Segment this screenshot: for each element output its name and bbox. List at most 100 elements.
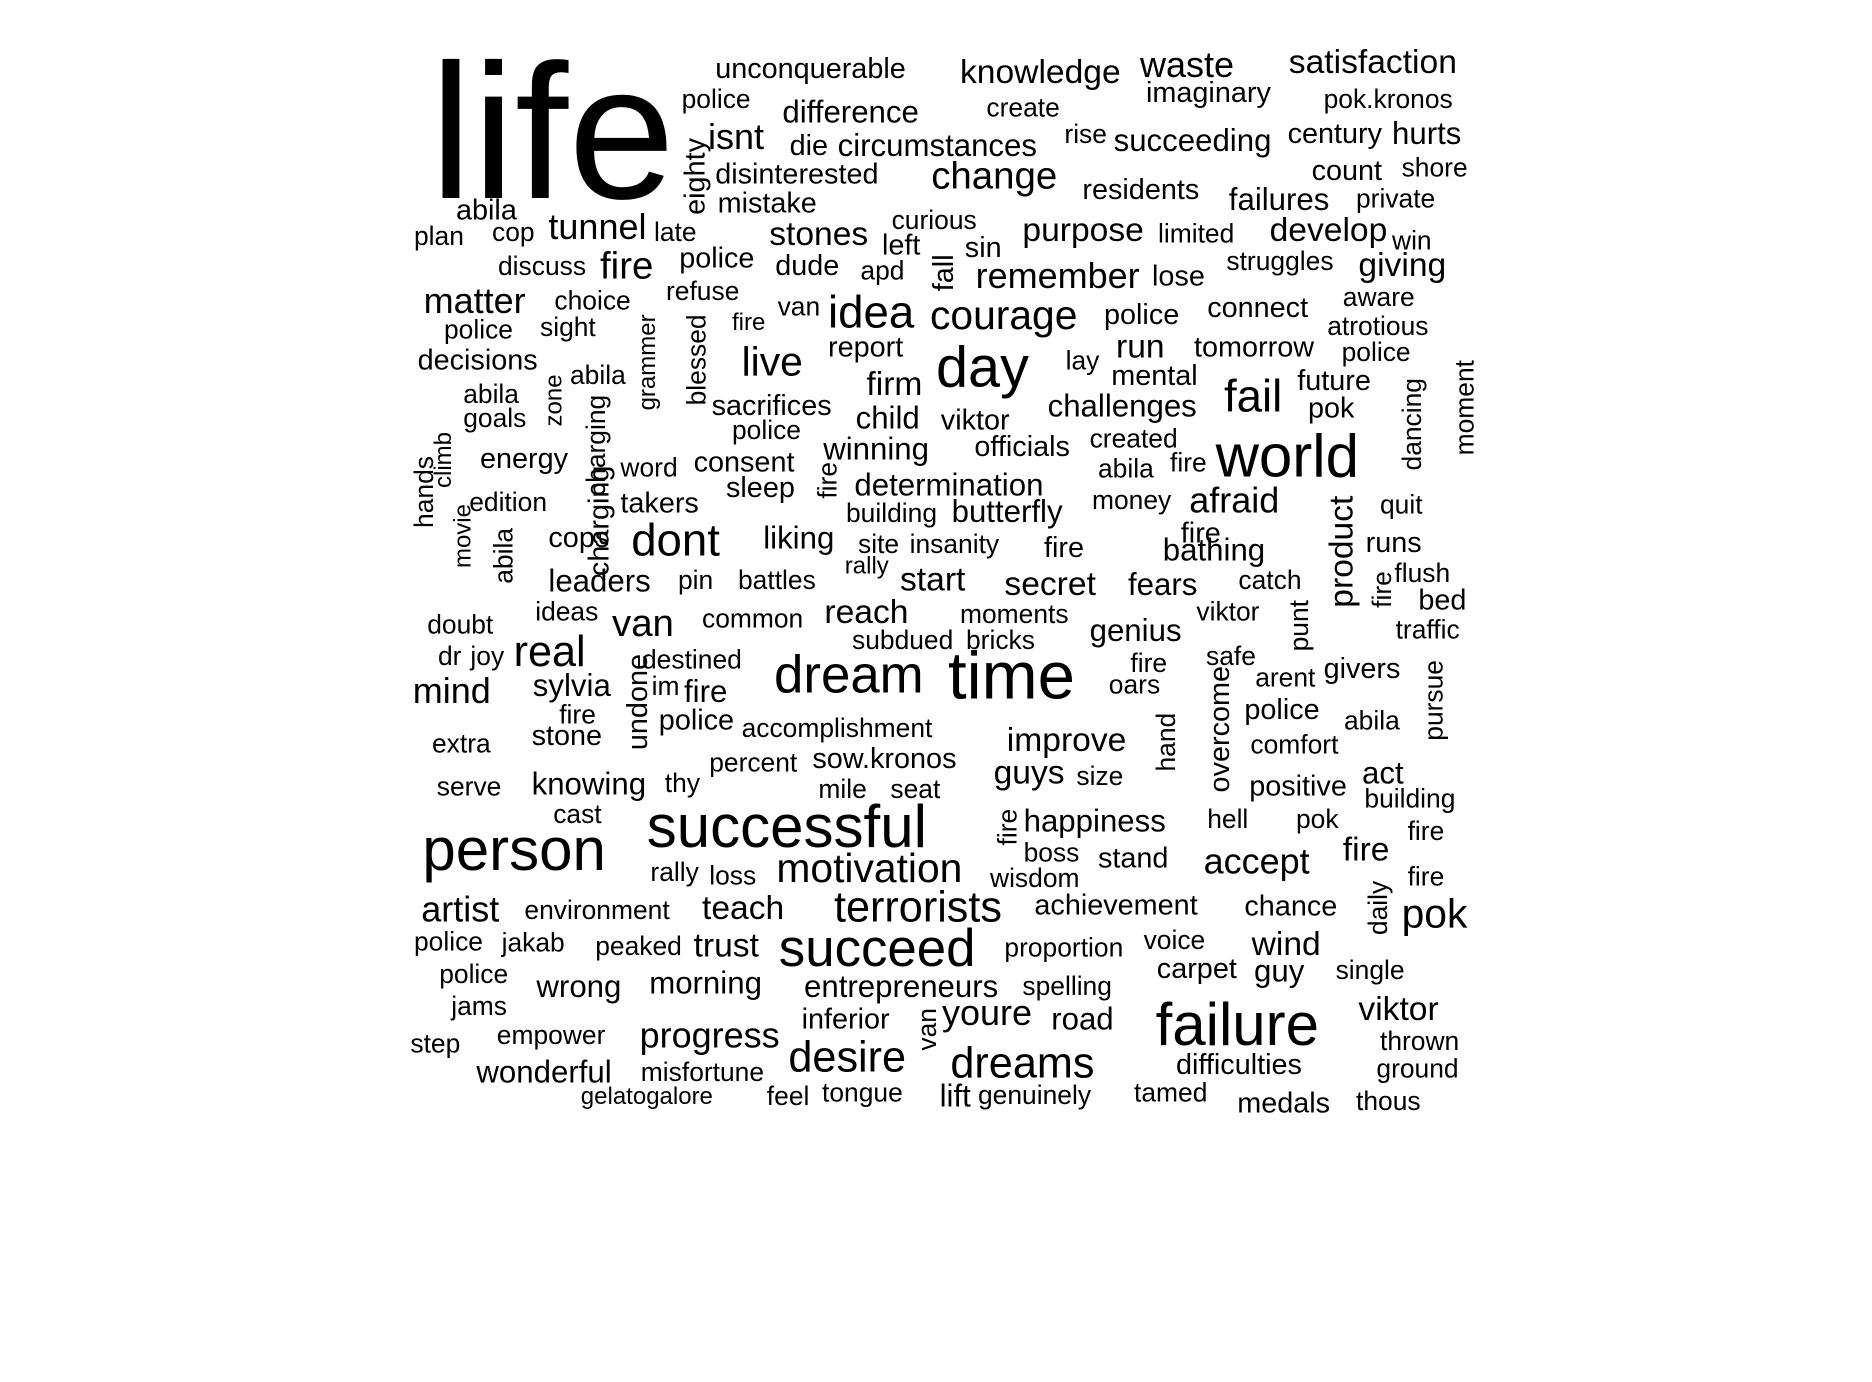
word-overcome: overcome bbox=[1203, 666, 1236, 793]
word-dancing: dancing bbox=[1396, 378, 1427, 471]
word-secret: secret bbox=[1004, 565, 1096, 603]
word-punt: punt bbox=[1284, 600, 1314, 652]
word-money: money bbox=[1092, 484, 1172, 515]
word-succeeding: succeeding bbox=[1113, 122, 1272, 159]
word-zone: zone bbox=[541, 374, 568, 427]
word-thous: thous bbox=[1356, 1086, 1421, 1116]
word-police: police bbox=[732, 415, 801, 446]
word-courage: courage bbox=[930, 292, 1078, 339]
word-police: police bbox=[658, 704, 735, 737]
word-tongue: tongue bbox=[822, 1077, 903, 1108]
word-stone: stone bbox=[531, 720, 603, 753]
word-limited: limited bbox=[1158, 218, 1235, 249]
word-fire: fire bbox=[812, 462, 843, 499]
word-develop: develop bbox=[1269, 211, 1388, 249]
word-fire: fire bbox=[1044, 531, 1085, 564]
word-day: day bbox=[936, 336, 1029, 400]
word-word: word bbox=[620, 452, 678, 483]
word-residents: residents bbox=[1082, 174, 1200, 207]
word-road: road bbox=[1051, 1000, 1114, 1037]
word-accept: accept bbox=[1203, 842, 1310, 883]
word-doubt: doubt bbox=[427, 609, 494, 640]
word-sow-kronos: sow.kronos bbox=[812, 742, 957, 776]
word-fire: fire bbox=[1407, 816, 1445, 847]
word-afraid: afraid bbox=[1189, 481, 1280, 521]
word-start: start bbox=[900, 560, 966, 598]
word-dr: dr bbox=[438, 640, 462, 671]
word-fears: fears bbox=[1128, 566, 1198, 603]
word-dreams: dreams bbox=[950, 1038, 1095, 1088]
word-pin: pin bbox=[678, 565, 714, 596]
word-fire: fire bbox=[1407, 861, 1445, 892]
word-cast: cast bbox=[553, 799, 602, 830]
word-medals: medals bbox=[1237, 1087, 1331, 1120]
word-struggles: struggles bbox=[1226, 246, 1334, 276]
word-viktor: viktor bbox=[1358, 990, 1439, 1028]
word-choice: choice bbox=[554, 285, 631, 316]
word-police: police bbox=[439, 958, 509, 989]
word-isnt: isnt bbox=[708, 117, 765, 158]
word-ideas: ideas bbox=[535, 596, 599, 627]
word-die: die bbox=[789, 129, 829, 162]
word-misfortune: misfortune bbox=[640, 1057, 765, 1088]
word-arent: arent bbox=[1255, 662, 1316, 693]
word-fire: fire bbox=[1180, 517, 1221, 550]
word-loss: loss bbox=[709, 860, 757, 891]
word-remember: remember bbox=[975, 256, 1140, 297]
word-lift: lift bbox=[939, 1077, 971, 1114]
word-police: police bbox=[1341, 337, 1411, 368]
word-curious: curious bbox=[891, 205, 977, 236]
word-pursue: pursue bbox=[1418, 660, 1449, 741]
word-chance: chance bbox=[1244, 890, 1338, 923]
word-energy: energy bbox=[480, 442, 569, 476]
word-dude: dude bbox=[775, 249, 840, 282]
word-live: live bbox=[741, 339, 803, 386]
word-blessed: blessed bbox=[681, 314, 712, 406]
word-hands: hands bbox=[409, 456, 440, 528]
word-genius: genius bbox=[1089, 612, 1182, 648]
word-fire: fire bbox=[1342, 830, 1390, 868]
word-disinterested: disinterested bbox=[715, 158, 879, 191]
word-youre: youre bbox=[942, 993, 1033, 1034]
word-im: im bbox=[651, 670, 680, 701]
word-discuss: discuss bbox=[498, 250, 587, 281]
word-proportion: proportion bbox=[1004, 932, 1124, 963]
word-artist: artist bbox=[421, 890, 500, 931]
word-fire: fire bbox=[1170, 447, 1207, 478]
word-abila: abila bbox=[456, 194, 517, 227]
word-hand: hand bbox=[1150, 712, 1181, 772]
word-insanity: insanity bbox=[909, 529, 1000, 560]
word-dont: dont bbox=[631, 516, 720, 567]
word-extra: extra bbox=[432, 728, 491, 759]
word-moment: moment bbox=[1449, 360, 1480, 456]
word-teach: teach bbox=[702, 889, 785, 927]
word-destined: destined bbox=[642, 644, 742, 675]
word-century: century bbox=[1287, 117, 1383, 150]
word-catch: catch bbox=[1238, 565, 1302, 596]
word-building: building bbox=[1364, 783, 1456, 814]
word-viktor: viktor bbox=[1196, 596, 1260, 627]
word-consent: consent bbox=[693, 446, 795, 479]
word-edition: edition bbox=[469, 487, 548, 518]
word-difference: difference bbox=[782, 93, 919, 130]
word-gelatogalore: gelatogalore bbox=[580, 1083, 713, 1110]
word-mile: mile bbox=[818, 774, 867, 805]
word-accomplishment: accomplishment bbox=[741, 712, 933, 743]
word-atrotious: atrotious bbox=[1327, 310, 1429, 341]
word-empower: empower bbox=[496, 1020, 606, 1050]
word-sin: sin bbox=[964, 231, 1002, 264]
word-eighty: eighty bbox=[679, 138, 712, 215]
word-fire: fire bbox=[1130, 648, 1168, 678]
word-dream: dream bbox=[774, 645, 924, 705]
word-late: late bbox=[654, 217, 697, 248]
word-abila: abila bbox=[1098, 453, 1154, 484]
word-comfort: comfort bbox=[1250, 729, 1339, 760]
word-product: product bbox=[1322, 495, 1360, 608]
word-serve: serve bbox=[436, 771, 502, 802]
word-tunnel: tunnel bbox=[548, 207, 647, 248]
word-jakab: jakab bbox=[501, 927, 565, 958]
word-charging: charging bbox=[583, 465, 616, 577]
word-idea: idea bbox=[828, 288, 915, 339]
word-challenges: challenges bbox=[1047, 387, 1197, 424]
word-wisdom: wisdom bbox=[990, 862, 1080, 893]
